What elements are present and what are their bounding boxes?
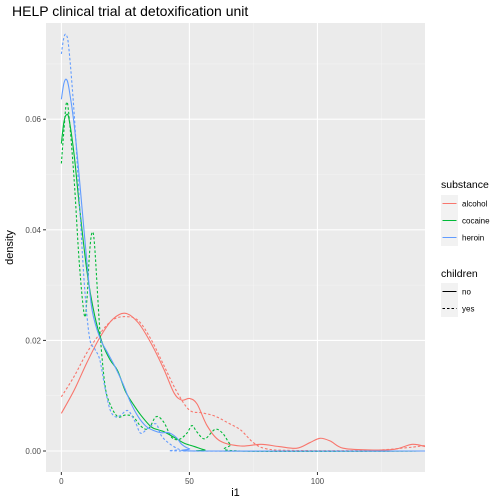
density-line-cocaine-children-no [60,113,426,452]
legend-label-alcohol: alcohol [462,200,488,209]
legend-item-heroin: heroin [441,229,484,246]
legend-label-heroin: heroin [462,234,484,243]
minor-gridlines [46,23,425,472]
legend-label-yes: yes [462,305,474,314]
legend-substance-title: substance [441,179,489,191]
x-axis: 0 50 100 [59,472,325,486]
legend-substance: substance alcohol cocaine heroin [441,179,490,246]
y-tick-label: 0.06 [25,115,41,124]
density-lines [60,33,426,453]
legend-children: children no yes [441,268,478,317]
legend-item-cocaine: cocaine [441,212,490,229]
density-line-alcohol-children-yes [60,316,426,452]
density-line-heroin-children-no [60,78,426,452]
legend-children-title: children [441,268,478,280]
x-axis-title: i1 [231,487,240,499]
legend-item-no: no [441,283,471,300]
legend-label-cocaine: cocaine [462,217,490,226]
y-axis: 0.00 0.02 0.04 0.06 [25,115,46,456]
legend-item-alcohol: alcohol [441,195,488,212]
y-tick-label: 0.04 [25,226,41,235]
density-line-alcohol-children-no [60,312,426,451]
density-line-heroin-children-yes [60,33,426,452]
plot-panel [46,23,425,472]
legend-item-yes: yes [441,300,474,317]
density-line-cocaine-children-yes [60,101,426,453]
x-tick-label: 100 [311,477,325,486]
legend-label-no: no [462,288,471,297]
x-tick-label: 0 [59,477,64,486]
x-tick-label: 50 [185,477,194,486]
y-axis-title: density [4,230,16,265]
y-tick-label: 0.02 [25,336,41,345]
y-tick-label: 0.00 [25,447,41,456]
chart-title: HELP clinical trial at detoxification un… [12,3,248,19]
